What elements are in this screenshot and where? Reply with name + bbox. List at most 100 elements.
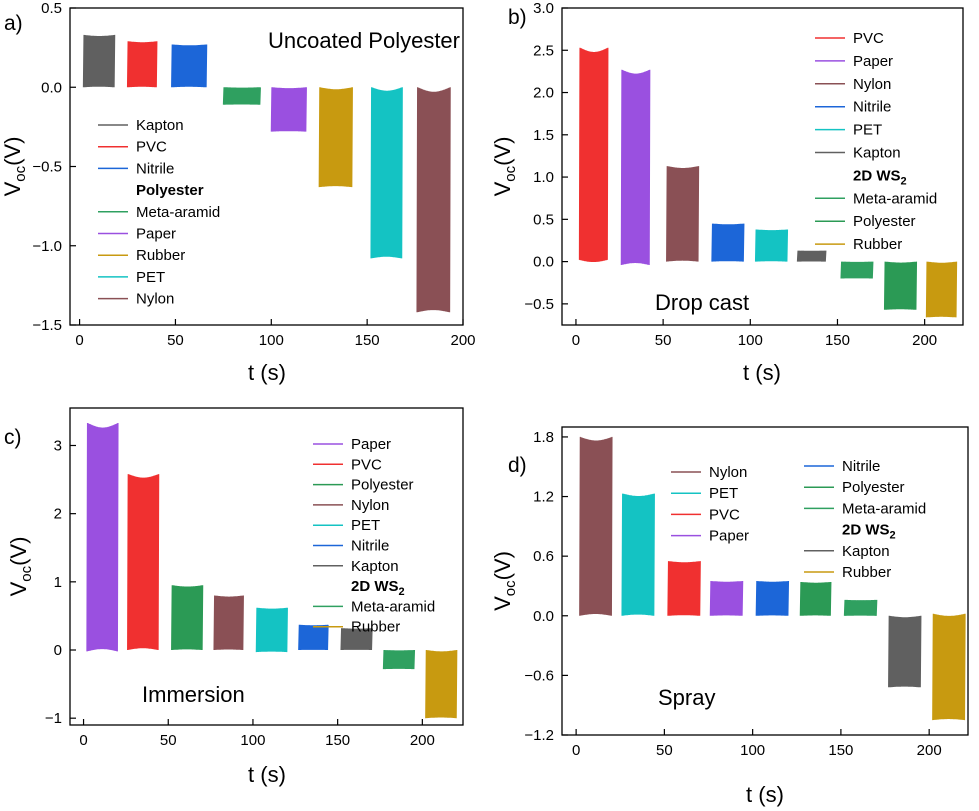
panel-annotation: Drop cast	[655, 290, 749, 315]
legend-label: PVC	[853, 30, 884, 47]
x-tick-label: 150	[825, 332, 850, 349]
x-tick-label: 50	[160, 732, 177, 749]
series-trace-meta-aramid	[222, 87, 261, 105]
legend-label: PET	[853, 122, 882, 139]
series-trace-pvc	[578, 47, 609, 263]
x-tick-label: 150	[325, 732, 350, 749]
legend-label: Meta-aramid	[853, 190, 937, 207]
legend-label-sub: 2	[901, 175, 907, 187]
series-trace-polyester	[883, 261, 918, 310]
legend-label-main: 2D WS	[853, 167, 901, 184]
y-axis-title-sub: oc	[12, 165, 29, 181]
chart-panel-c: 0 50 100 150 200 −1 0 1 2 3 t (s) Voc(V) c) Immersion…	[4, 407, 464, 787]
plot-frame	[561, 426, 969, 736]
y-axis-title-sub: oc	[502, 580, 519, 596]
series-trace-rubber	[425, 649, 458, 719]
legend-label: Kapton	[136, 117, 184, 134]
y-tick-label: −0.6	[524, 667, 554, 684]
legend-label: Polyester	[842, 479, 905, 496]
series-trace-nitrile	[298, 624, 329, 651]
y-tick-label: −1	[45, 710, 62, 727]
y-axis-title: Voc(V)	[490, 137, 519, 197]
y-tick-label: 0.5	[533, 211, 554, 228]
series-group	[82, 34, 451, 313]
legend-label: Meta-aramid	[136, 204, 220, 221]
panel-annotation: Spray	[658, 685, 715, 710]
legend-label: Nylon	[853, 76, 891, 93]
x-tick-label: 100	[259, 332, 284, 349]
y-axis-title-unit: (V)	[0, 137, 25, 166]
y-axis-title-sub: oc	[18, 565, 35, 581]
legend-label-bold: 2D WS2	[842, 522, 896, 542]
x-tick-label: 100	[740, 742, 765, 759]
series-trace-pet	[370, 87, 403, 259]
series-trace-kapton	[888, 615, 922, 688]
y-tick-label: 1.2	[533, 489, 554, 506]
series-trace-kapton	[82, 34, 116, 88]
series-trace-paper	[620, 69, 651, 266]
series-trace-meta-aramid	[843, 599, 878, 616]
panel-annotation: Uncoated Polyester	[268, 28, 460, 53]
legend-label-bold: 2D WS2	[351, 578, 405, 598]
legend-label: PET	[351, 517, 380, 534]
x-axis-title: t (s)	[248, 762, 286, 787]
y-tick-label: 1.8	[533, 429, 554, 446]
x-tick-label: 50	[167, 332, 184, 349]
series-group	[579, 436, 966, 721]
y-tick-label: 3	[54, 437, 62, 454]
legend-label-bold: Polyester	[136, 182, 204, 199]
series-trace-nylon	[213, 595, 244, 651]
x-tick-label: 150	[355, 332, 380, 349]
y-axis-title-unit: (V)	[6, 537, 31, 566]
legend-label: PET	[709, 485, 738, 502]
x-tick-label: 50	[656, 742, 673, 759]
legend-label-main: 2D WS	[351, 578, 399, 595]
x-tick-label: 0	[75, 332, 83, 349]
x-tick-label: 200	[912, 332, 937, 349]
legend-label: Nylon	[709, 464, 747, 481]
x-tick-label: 0	[572, 332, 580, 349]
plot-frame	[69, 407, 464, 726]
series-trace-pet	[754, 229, 789, 262]
legend-label: Nylon	[351, 497, 389, 514]
y-tick-label: −1.0	[32, 238, 62, 255]
legend-label: Meta-aramid	[351, 598, 435, 615]
legend-label: Paper	[709, 528, 749, 545]
legend-label: Paper	[351, 436, 391, 453]
series-trace-meta-aramid	[840, 261, 874, 279]
legend-label: Nitrile	[842, 458, 880, 475]
y-tick-label: 0.0	[533, 254, 554, 271]
y-axis-title: Voc(V)	[490, 551, 519, 611]
x-tick-label: 200	[917, 742, 942, 759]
y-axis-title-v: V	[490, 596, 515, 611]
y-tick-label: 1	[54, 574, 62, 591]
y-tick-label: −1.2	[524, 727, 554, 744]
series-group	[86, 422, 458, 719]
chart-panel-b: 0 50 100 150 200 −0.5 0.0 0.5 1.0 1.5 2.0 2.5 3.0 t (…	[490, 0, 964, 385]
series-trace-meta-aramid	[382, 649, 416, 670]
series-trace-rubber	[318, 87, 353, 188]
legend-label: Nitrile	[853, 99, 891, 116]
y-axis-title-unit: (V)	[490, 137, 515, 166]
y-tick-label: 0	[54, 642, 62, 659]
legend: Paper PVC Polyester Nylon PET Nitrile Kapton 2D…	[313, 436, 435, 636]
legend-label: Paper	[853, 53, 893, 70]
series-trace-nylon	[416, 87, 451, 313]
x-tick-label: 200	[450, 332, 475, 349]
y-tick-label: 1.5	[533, 127, 554, 144]
series-trace-polyester	[799, 581, 832, 616]
x-tick-label: 100	[240, 732, 265, 749]
x-axis-title: t (s)	[746, 782, 784, 807]
legend-label: Rubber	[351, 619, 400, 636]
legend-label: Rubber	[842, 564, 891, 581]
x-tick-label: 100	[738, 332, 763, 349]
series-trace-nitrile	[711, 223, 745, 262]
legend-label: Nylon	[136, 291, 174, 308]
series-trace-nylon	[666, 166, 700, 262]
plot-frame	[561, 7, 964, 326]
x-tick-label: 200	[410, 732, 435, 749]
series-trace-kapton	[796, 250, 827, 262]
y-tick-label: −0.5	[32, 159, 62, 176]
series-trace-pvc	[667, 561, 701, 616]
legend-label: Kapton	[853, 145, 901, 162]
